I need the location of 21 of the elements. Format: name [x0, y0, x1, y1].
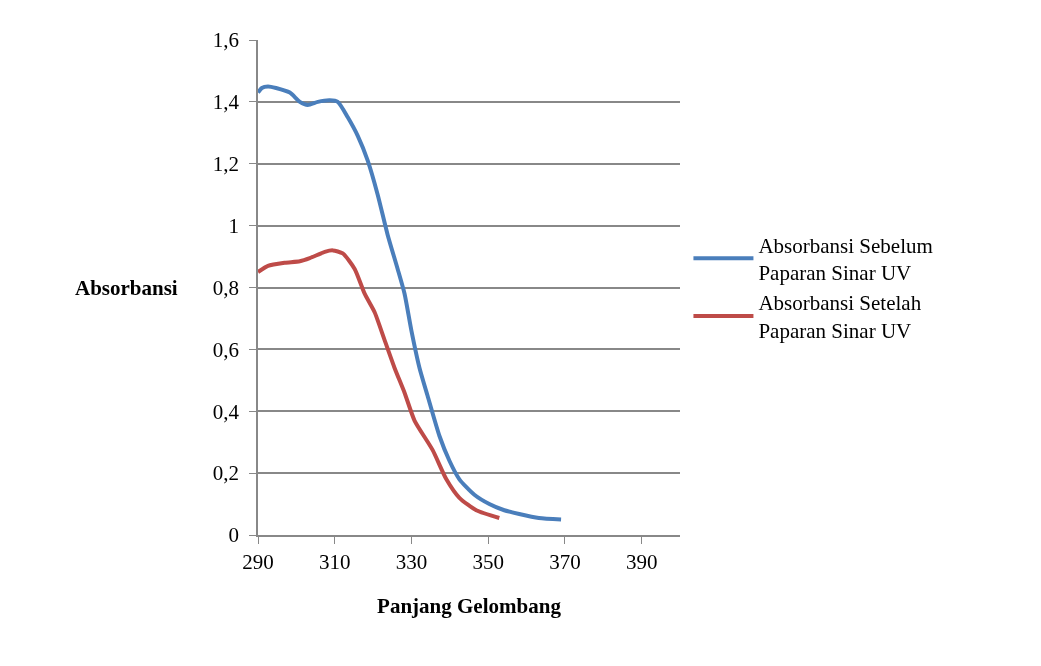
x-tick-label: 370	[549, 549, 581, 574]
y-tick-label: 0,4	[212, 399, 240, 424]
y-axis-title: Absorbansi	[75, 276, 178, 300]
y-tick-label: 1,2	[212, 152, 240, 177]
line-series	[258, 248, 502, 520]
line-series	[258, 84, 564, 522]
x-tick-label: 290	[242, 549, 274, 574]
legend-label: Absorbansi Setelah Paparan Sinar UV	[758, 291, 922, 343]
x-tick-label: 330	[395, 549, 428, 574]
x-tick-label: 390	[625, 549, 658, 574]
y-tick-label: 0,8	[212, 275, 240, 300]
y-tick-label: 1,4	[212, 90, 240, 115]
x-tick-label: 310	[318, 549, 351, 574]
legend-label: Absorbansi Sebelum Paparan Sinar UV	[758, 233, 933, 286]
y-tick-label: 1,6	[212, 28, 240, 53]
x-axis-title: Panjang Gelombang	[377, 593, 562, 618]
x-tick-label: 350	[472, 549, 504, 574]
y-tick-label: 1	[228, 213, 240, 238]
y-tick-label: 0	[228, 523, 240, 548]
y-tick-label: 0,2	[212, 461, 240, 486]
y-tick-label: 0,6	[212, 337, 240, 362]
